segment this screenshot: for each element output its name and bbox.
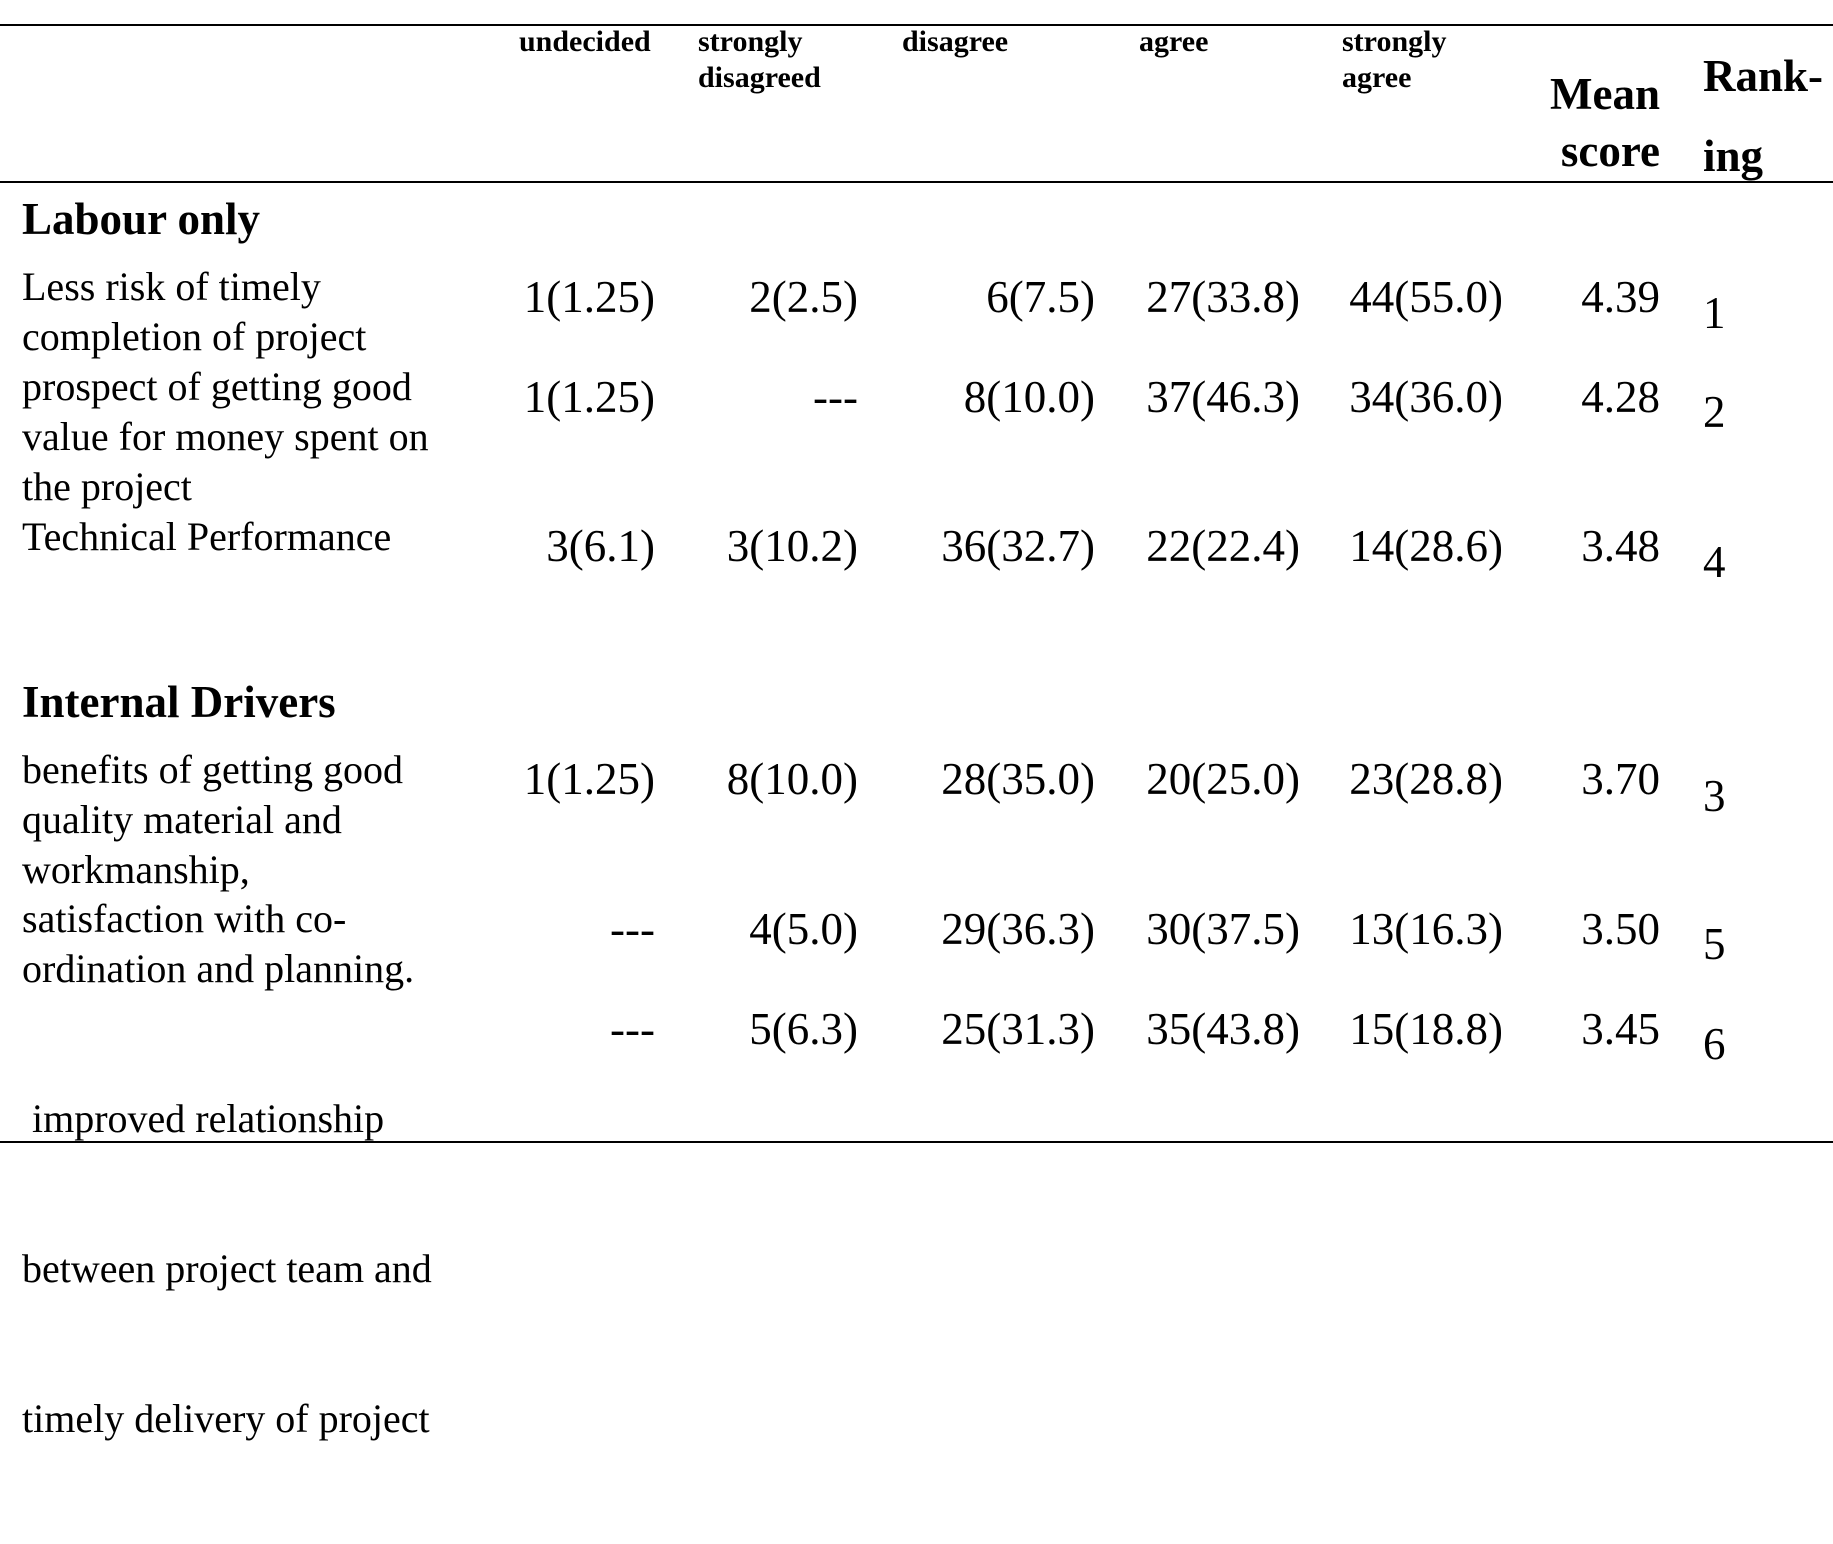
row-label-line: prospect of getting good [22,364,412,409]
header-mean-score: Mean [1530,52,1660,136]
row-label-line: the project [22,464,192,509]
cell-strongly-disagreed: --- [813,372,858,422]
row-label-line: quality material and [22,797,342,842]
section-title-internal-drivers: Internal Drivers [22,677,336,727]
row-label-team-relationship: improved relationship between project te… [22,994,432,1544]
row-label-line: workmanship, [22,847,250,892]
cell-disagree: 36(32.7) [941,521,1095,571]
cell-agree: 22(22.4) [1146,521,1300,571]
table-bottom-rule [0,1141,1833,1143]
header-mean-score-line-2: score [1560,126,1660,176]
row-label-line: value for money spent on [22,414,429,459]
section-title-labour-only: Labour only [22,194,261,244]
cell-disagree: 29(36.3) [941,904,1095,954]
header-mean-score-line-1: Mean [1550,69,1660,119]
cell-strongly-agree: 23(28.8) [1349,754,1503,804]
header-ranking-line-2: ing [1703,131,1764,181]
row-label-line: timely delivery of project [22,1396,430,1441]
cell-strongly-disagreed: 2(2.5) [749,272,858,322]
cell-disagree: 25(31.3) [941,1004,1095,1054]
header-agree: agree [1139,25,1209,58]
cell-strongly-agree: 15(18.8) [1349,1004,1503,1054]
table-top-rule [0,24,1833,26]
header-strongly-disagreed-line-1: strongly [698,25,803,58]
cell-strongly-agree: 13(16.3) [1349,904,1503,954]
cell-undecided: 1(1.25) [523,754,655,804]
header-mean-score-line-2-wrap: score [1530,116,1660,186]
row-label-line: Technical Performance [22,514,392,559]
cell-disagree: 28(35.0) [941,754,1095,804]
cell-mean-score: 4.28 [1581,372,1660,422]
row-label-line: between project team and [22,1246,432,1291]
cell-undecided: 1(1.25) [523,372,655,422]
table-header-rule [0,181,1833,183]
row-label-timely-completion: Less risk of timely completion of projec… [22,262,366,362]
cell-strongly-agree: 34(36.0) [1349,372,1503,422]
row-label-line: ordination and planning. [22,946,415,991]
cell-mean-score: 4.39 [1581,272,1660,322]
header-ranking: Rank- ing [1703,36,1823,196]
cell-mean-score: 3.48 [1581,521,1660,571]
cell-disagree: 8(10.0) [963,372,1095,422]
cell-disagree: 6(7.5) [986,272,1095,322]
cell-ranking: 2 [1703,387,1726,437]
header-strongly-disagreed-line-2: disagreed [698,61,821,94]
row-label-line: satisfaction with co- [22,896,347,941]
cell-strongly-disagreed: 3(10.2) [726,521,858,571]
cell-undecided: --- [610,1004,655,1054]
cell-undecided: 1(1.25) [523,272,655,322]
row-label-line: improved relationship [22,1096,385,1141]
row-label-quality-material: benefits of getting good quality materia… [22,745,403,895]
cell-agree: 30(37.5) [1146,904,1300,954]
row-label-value-for-money: prospect of getting good value for money… [22,362,429,512]
header-strongly-agree-line-1: strongly [1342,25,1447,58]
cell-undecided: 3(6.1) [546,521,655,571]
header-strongly-agree: strongly agree [1342,24,1446,96]
cell-ranking: 3 [1703,771,1726,821]
row-label-line: benefits of getting good [22,747,404,792]
cell-ranking: 6 [1703,1019,1726,1069]
header-strongly-disagreed: strongly disagreed [698,24,821,96]
cell-strongly-agree: 14(28.6) [1349,521,1503,571]
cell-agree: 35(43.8) [1146,1004,1300,1054]
cell-agree: 20(25.0) [1146,754,1300,804]
cell-agree: 37(46.3) [1146,372,1300,422]
cell-agree: 27(33.8) [1146,272,1300,322]
row-label-line: completion of project [22,314,367,359]
cell-strongly-disagreed: 8(10.0) [726,754,858,804]
cell-strongly-disagreed: 5(6.3) [749,1004,858,1054]
cell-ranking: 5 [1703,919,1726,969]
header-disagree: disagree [902,25,1009,58]
header-undecided: undecided [519,25,651,58]
cell-undecided: --- [610,904,655,954]
row-label-technical-performance: Technical Performance [22,512,391,562]
cell-strongly-agree: 44(55.0) [1349,272,1503,322]
header-ranking-line-1: Rank- [1703,51,1824,101]
cell-mean-score: 3.70 [1581,754,1660,804]
row-label-line: Less risk of timely [22,264,321,309]
header-strongly-agree-line-2: agree [1342,61,1412,94]
cell-strongly-disagreed: 4(5.0) [749,904,858,954]
row-label-coordination-planning: satisfaction with co- ordination and pla… [22,894,414,994]
cell-mean-score: 3.50 [1581,904,1660,954]
cell-ranking: 1 [1703,288,1726,338]
cell-ranking: 4 [1703,537,1726,587]
cell-mean-score: 3.45 [1581,1004,1660,1054]
